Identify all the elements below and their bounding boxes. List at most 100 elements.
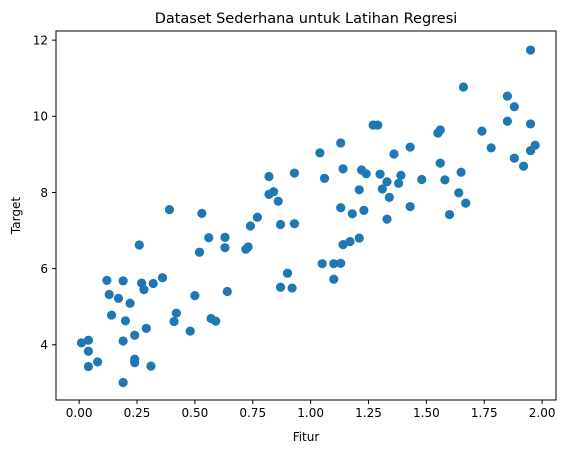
- data-point: [389, 149, 399, 159]
- data-point: [169, 316, 179, 327]
- y-tick-label: 8: [40, 186, 48, 200]
- data-point: [243, 242, 253, 252]
- data-point: [157, 273, 168, 283]
- data-point: [456, 167, 466, 177]
- x-tick-label: 1.00: [297, 406, 324, 420]
- data-point: [518, 161, 529, 171]
- data-point: [361, 169, 371, 179]
- data-point: [347, 209, 357, 219]
- data-point: [275, 219, 286, 230]
- data-point: [275, 282, 286, 292]
- data-point: [102, 275, 112, 286]
- data-point: [83, 361, 94, 372]
- y-axis-label: Target: [9, 197, 23, 235]
- data-point: [83, 346, 94, 356]
- data-point: [268, 187, 279, 197]
- data-point: [525, 119, 536, 129]
- data-point: [315, 148, 325, 158]
- data-point: [454, 188, 464, 198]
- data-point: [273, 196, 283, 206]
- data-point: [190, 291, 200, 301]
- x-tick-label: 0.75: [239, 406, 266, 420]
- data-points: [76, 45, 540, 388]
- data-point: [252, 212, 262, 222]
- plot-frame: [55, 30, 557, 401]
- data-point: [113, 293, 124, 303]
- x-tick-label: 0.25: [124, 406, 151, 420]
- x-axis: 0.00 0.25 0.50 0.75 1.00 1.25 1.50 1.75 2.00: [66, 400, 556, 420]
- data-point: [146, 361, 156, 371]
- data-point: [287, 283, 297, 293]
- data-point: [530, 140, 540, 150]
- data-point: [375, 169, 385, 179]
- data-point: [486, 143, 496, 153]
- data-point: [83, 335, 94, 345]
- data-point: [458, 82, 469, 92]
- x-tick-label: 1.50: [413, 406, 440, 420]
- y-tick-label: 4: [40, 338, 48, 352]
- data-point: [338, 240, 348, 250]
- data-point: [444, 209, 455, 220]
- data-point: [382, 214, 392, 224]
- data-point: [220, 243, 230, 253]
- data-point: [354, 185, 364, 195]
- x-tick-label: 2.00: [529, 406, 556, 420]
- data-point: [384, 192, 394, 203]
- data-point: [477, 126, 487, 136]
- data-point: [118, 276, 128, 286]
- data-point: [211, 316, 221, 326]
- data-point: [134, 240, 144, 250]
- data-point: [382, 177, 392, 187]
- data-point: [336, 258, 346, 268]
- data-point: [396, 170, 406, 180]
- data-point: [164, 205, 175, 215]
- data-point: [354, 233, 364, 243]
- x-tick-label: 0.50: [182, 406, 209, 420]
- data-point: [141, 323, 151, 334]
- data-point: [197, 208, 207, 219]
- data-point: [282, 268, 293, 278]
- x-tick-label: 1.75: [471, 406, 498, 420]
- data-point: [435, 158, 445, 168]
- data-point: [435, 125, 445, 135]
- data-point: [220, 232, 230, 242]
- chart-title: Dataset Sederhana untuk Latihan Regresi: [155, 11, 458, 27]
- data-point: [76, 338, 87, 348]
- data-point: [359, 205, 369, 215]
- data-point: [405, 142, 415, 152]
- y-tick-label: 6: [40, 262, 48, 276]
- data-point: [393, 178, 404, 188]
- data-point: [171, 308, 181, 318]
- data-point: [93, 357, 103, 367]
- x-tick-label: 0.00: [66, 406, 93, 420]
- data-point: [336, 138, 346, 148]
- data-point: [329, 274, 339, 284]
- data-point: [525, 45, 536, 55]
- data-point: [104, 289, 114, 300]
- x-axis-label: Fitur: [293, 430, 320, 444]
- data-point: [289, 168, 300, 178]
- data-point: [509, 153, 519, 163]
- data-point: [440, 175, 450, 185]
- data-point: [264, 171, 274, 182]
- data-point: [345, 236, 355, 247]
- data-point: [106, 310, 117, 320]
- data-point: [118, 336, 128, 346]
- data-point: [130, 330, 140, 340]
- data-point: [194, 247, 205, 257]
- data-point: [329, 259, 339, 269]
- data-point: [502, 91, 512, 101]
- data-point: [125, 298, 135, 308]
- data-point: [417, 174, 427, 185]
- data-point: [130, 358, 140, 368]
- x-tick-label: 1.25: [355, 406, 382, 420]
- data-point: [461, 198, 471, 208]
- data-point: [120, 316, 131, 326]
- data-point: [319, 173, 330, 183]
- plot-area: [55, 30, 557, 401]
- data-point: [502, 116, 512, 126]
- data-point: [509, 102, 519, 112]
- data-point: [204, 233, 214, 243]
- data-point: [289, 219, 300, 229]
